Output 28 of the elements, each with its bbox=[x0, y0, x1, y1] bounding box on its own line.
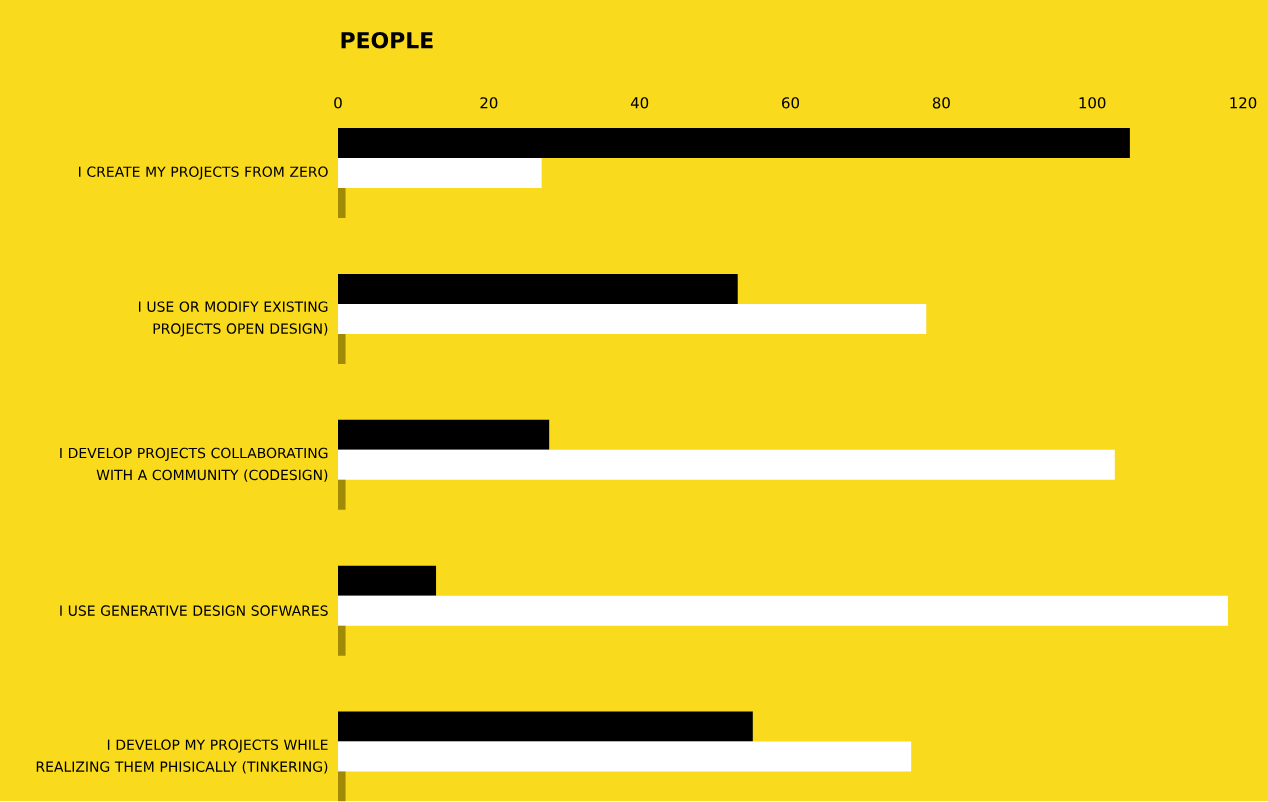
bar bbox=[338, 711, 753, 742]
bar bbox=[338, 304, 927, 335]
bar bbox=[338, 771, 346, 802]
x-tick-label: 80 bbox=[932, 97, 950, 109]
bar bbox=[338, 450, 1115, 481]
bar bbox=[338, 158, 542, 189]
y-tick-label: I DEVELOP MY PROJECTS WHILE REALIZING THEM PHISICALLY (TINKERING) bbox=[36, 739, 328, 774]
y-tick-label: I USE GENERATIVE DESIGN SOFWARES bbox=[60, 605, 328, 617]
x-tick-label: 40 bbox=[630, 97, 649, 109]
x-tick-label: 20 bbox=[480, 97, 498, 109]
bar bbox=[338, 625, 346, 656]
x-tick-label: 120 bbox=[1230, 97, 1257, 109]
y-tick-label: I USE OR MODIFY EXISTING PROJECTS OPEN DESIGN) bbox=[138, 301, 328, 337]
x-tick-label: 0 bbox=[334, 97, 342, 109]
bar bbox=[338, 595, 1228, 626]
bar bbox=[338, 741, 912, 772]
y-tick-label: I CREATE MY PROJECTS FROM ZERO bbox=[79, 166, 328, 180]
bar bbox=[338, 188, 346, 219]
x-tick-label: 100 bbox=[1079, 97, 1106, 109]
bar bbox=[338, 565, 437, 596]
y-tick-label: I DEVELOP PROJECTS COLLABORATING WITH A COMMUNITY (CODESIGN) bbox=[60, 447, 328, 483]
x-axis-title: PEOPLE bbox=[341, 32, 433, 49]
x-tick-label: 60 bbox=[782, 97, 800, 109]
bar bbox=[338, 274, 738, 305]
bar bbox=[338, 128, 1130, 159]
bar bbox=[338, 420, 550, 451]
bar bbox=[338, 334, 346, 365]
bar bbox=[338, 480, 346, 511]
